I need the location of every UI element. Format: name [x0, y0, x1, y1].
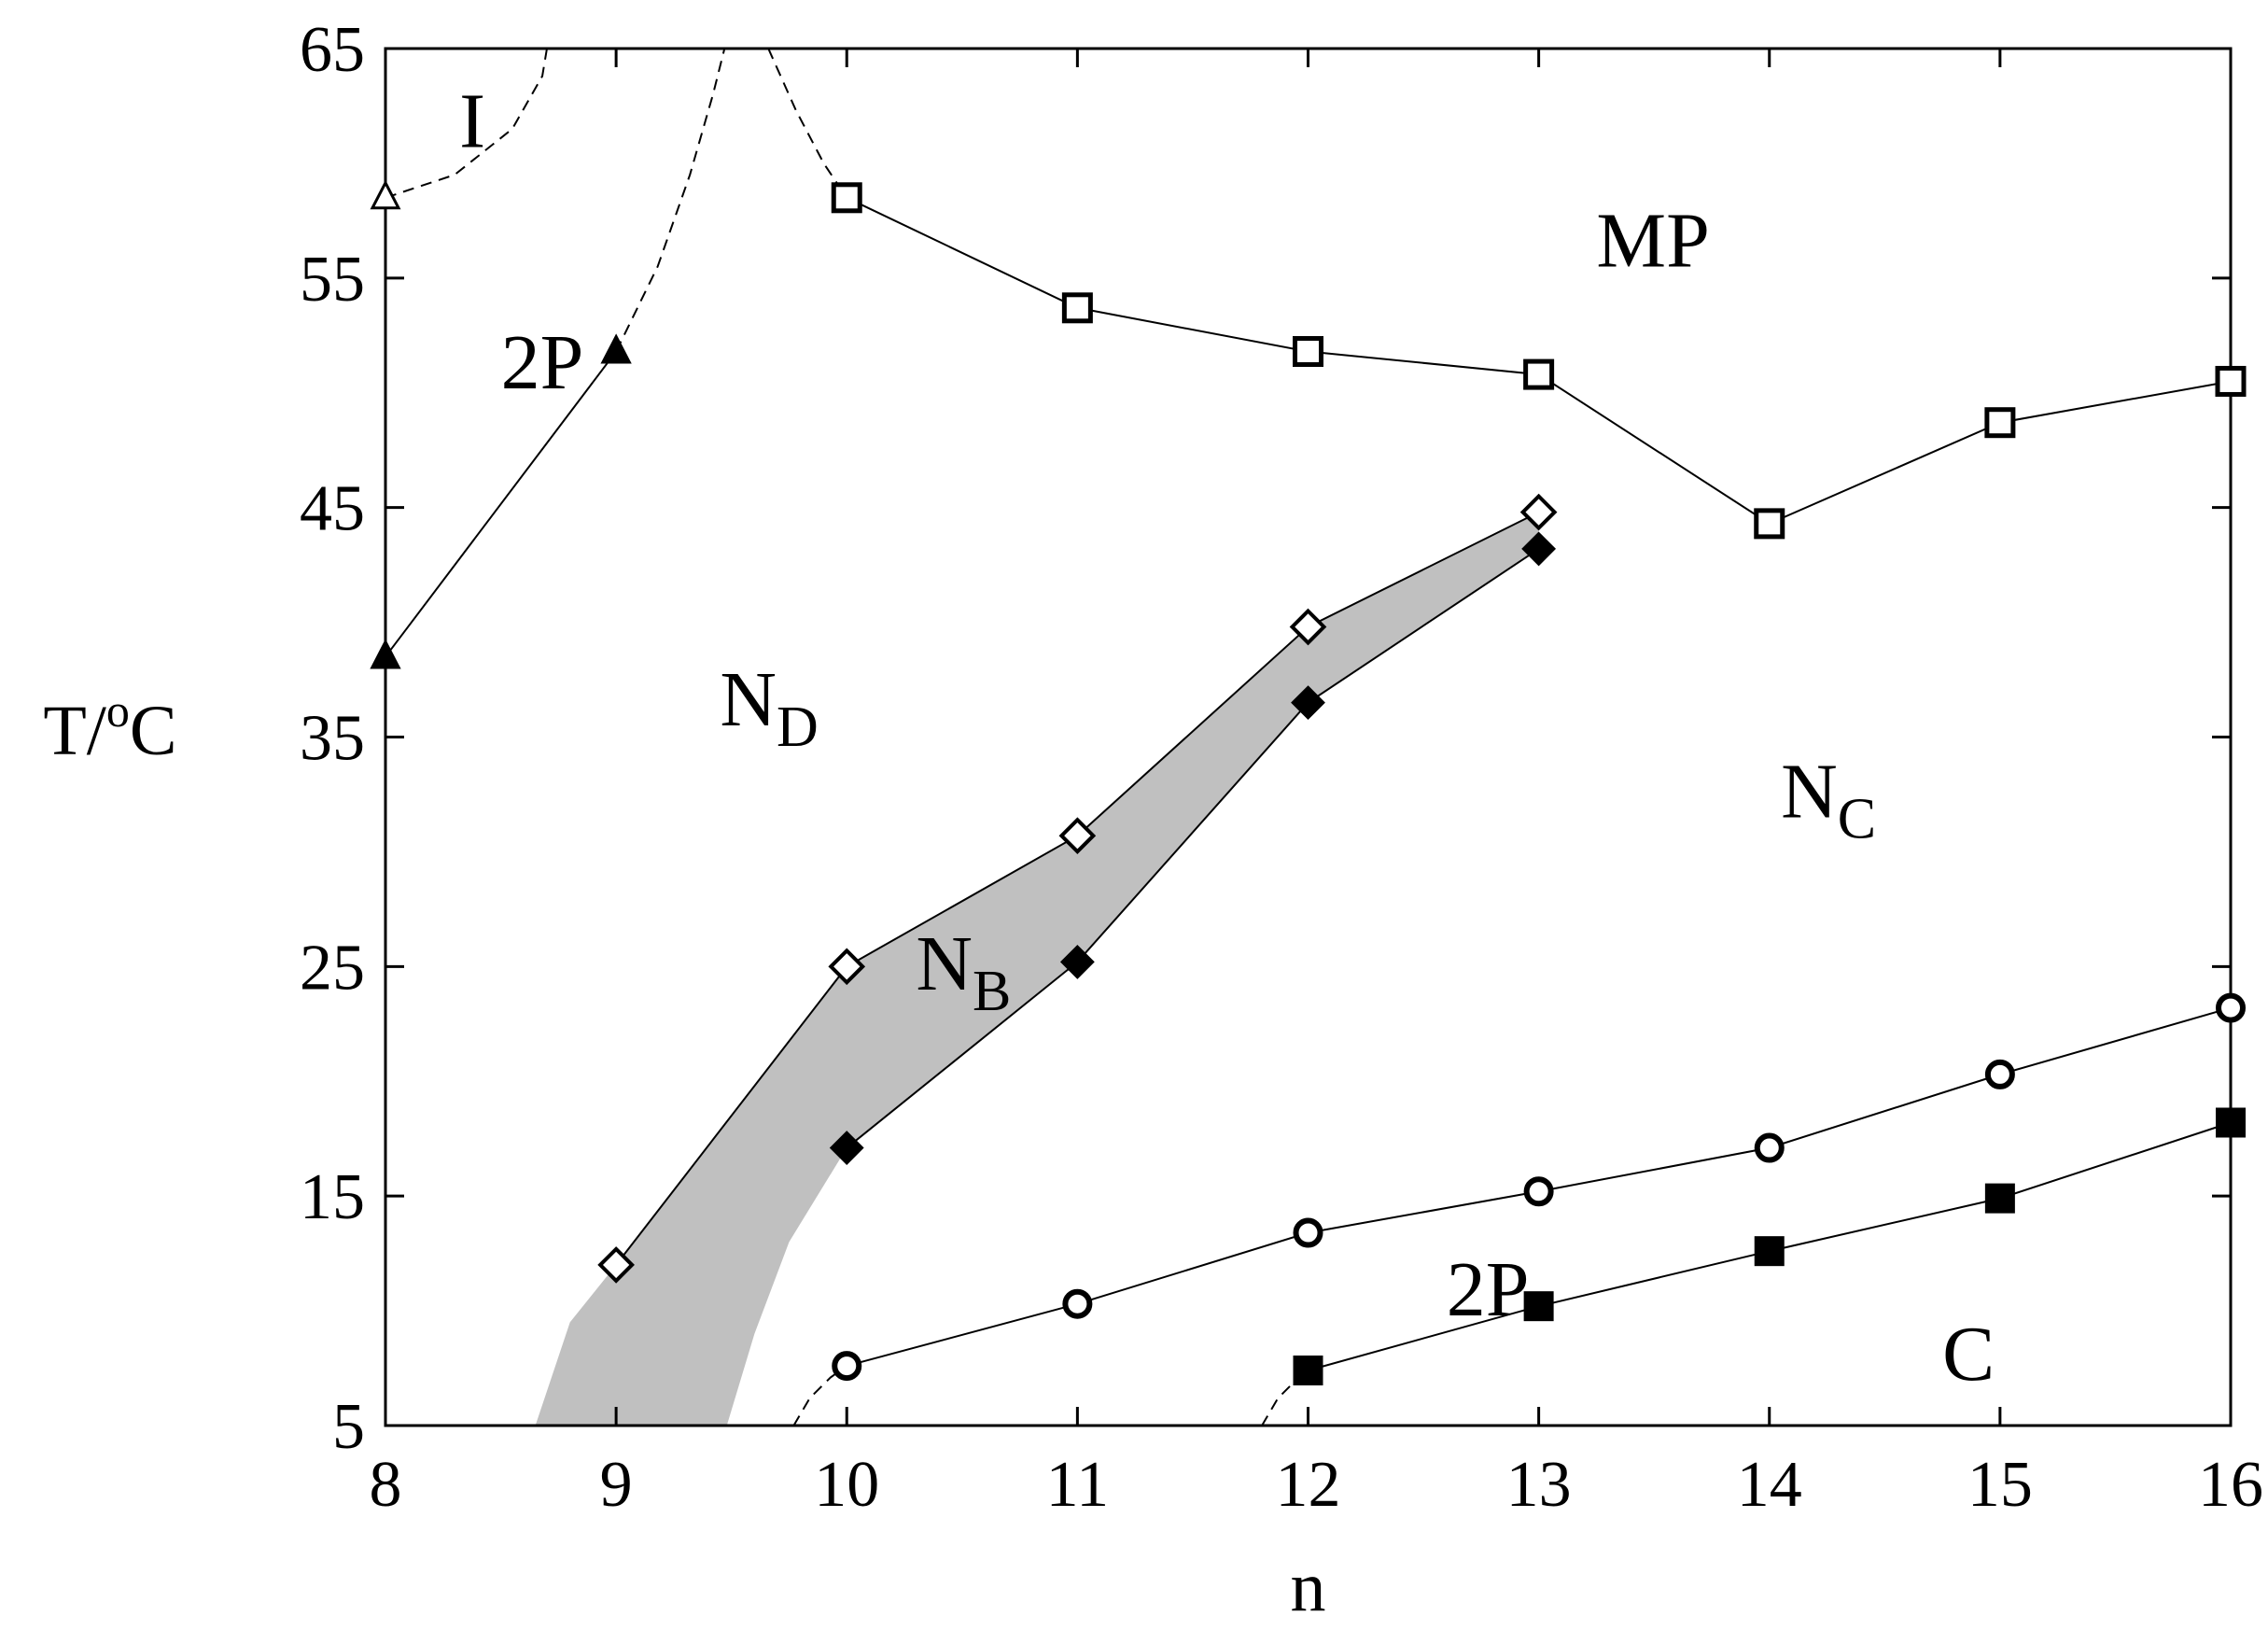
open-circle-marker: [1293, 1217, 1323, 1248]
y-tick-label: 15: [300, 1161, 365, 1233]
open-square-marker: [1293, 336, 1323, 367]
region-label: NB: [916, 920, 1011, 1023]
y-tick-label: 5: [332, 1391, 365, 1463]
region-label: C: [1942, 1311, 1995, 1398]
filled-square-marker: [1754, 1236, 1785, 1267]
region-label-main: MP: [1596, 198, 1709, 285]
filled-triangle-marker: [600, 333, 632, 364]
region-label-main: I: [459, 78, 485, 165]
region-label-main: N: [720, 656, 777, 743]
region-label-subscript: D: [777, 696, 819, 759]
dashed-boundary-layer: [385, 48, 1309, 1426]
open-square-marker: [1523, 358, 1555, 390]
x-tick-label: 16: [2198, 1449, 2263, 1521]
x-tick-label: 10: [814, 1449, 879, 1521]
y-tick-label: 65: [300, 14, 365, 86]
open-circle-marker: [832, 1351, 862, 1382]
y-tick-label: 45: [300, 473, 365, 545]
shaded-region-NB: [535, 512, 1539, 1426]
region-label-main: N: [916, 920, 973, 1007]
y-axis-title-unit: C: [130, 692, 177, 770]
x-tick-label: 11: [1046, 1449, 1109, 1521]
shaded-region-layer: [535, 512, 1539, 1426]
dashed-boundary-4: [792, 1365, 847, 1426]
region-label-main: 2P: [1447, 1246, 1530, 1333]
dashed-boundary-2: [615, 48, 726, 352]
filled-square-marker: [2216, 1107, 2246, 1138]
open-square-marker: [2215, 365, 2247, 397]
series-lines-layer: [385, 196, 2232, 1371]
open-circle-marker: [1984, 1059, 2015, 1089]
open-diamond-marker: [828, 948, 866, 986]
region-label-main: N: [1781, 749, 1838, 836]
open-circle-marker: [1062, 1288, 1093, 1319]
open-square-marker: [831, 182, 862, 214]
filled-triangle-marker: [370, 639, 401, 669]
y-tick-label: 25: [300, 932, 365, 1004]
y-axis-title-superscript: o: [106, 684, 130, 737]
open-square-marker: [1754, 508, 1785, 540]
open-diamond-marker: [1058, 817, 1097, 855]
x-tick-label: 9: [600, 1449, 633, 1521]
region-label: NC: [1781, 749, 1876, 851]
markers-layer: [370, 179, 2247, 1385]
open-square-marker: [1061, 292, 1093, 324]
series-line-filled-triangle: [385, 350, 617, 658]
y-tick-label: 35: [300, 703, 365, 775]
filled-square-marker: [1523, 1291, 1554, 1322]
y-axis-title-main: T/: [43, 692, 106, 770]
x-tick-label: 14: [1737, 1449, 1802, 1521]
filled-diamond-marker: [829, 1131, 864, 1165]
filled-square-marker: [1984, 1183, 2015, 1214]
open-triangle-marker: [370, 179, 401, 210]
x-tick-label: 13: [1506, 1449, 1572, 1521]
filled-square-marker: [1293, 1356, 1323, 1385]
open-circle-marker: [1754, 1132, 1785, 1163]
region-label: 2P: [1447, 1246, 1530, 1333]
filled-diamond-marker: [1059, 945, 1095, 979]
open-circle-marker: [2216, 992, 2246, 1023]
filled-diamond-marker: [1291, 685, 1325, 721]
x-axis-title: n: [1291, 1548, 1326, 1626]
open-square-marker: [1984, 407, 2016, 439]
region-label: ND: [720, 656, 818, 759]
open-diamond-marker: [1289, 608, 1327, 646]
region-label-subscript: B: [973, 960, 1011, 1023]
x-tick-label: 12: [1276, 1449, 1341, 1521]
y-tick-label: 55: [300, 244, 365, 316]
x-tick-label: 8: [370, 1449, 402, 1521]
region-label: MP: [1596, 198, 1709, 285]
series-line-filled-diamond: [846, 548, 1540, 1149]
x-tick-label: 15: [1967, 1449, 2033, 1521]
y-axis-title: T/oC: [43, 684, 176, 770]
region-label: I: [459, 78, 485, 165]
open-diamond-marker: [1519, 493, 1558, 531]
region-label: 2P: [501, 319, 584, 406]
region-label-main: 2P: [501, 319, 584, 406]
region-label-main: C: [1942, 1311, 1995, 1398]
filled-diamond-marker: [1521, 531, 1557, 567]
axis-ticks-layer: 8 9 10 11 12 13 14 15 16 5 15 25 35 45 55 65: [300, 14, 2263, 1521]
region-label-subscript: C: [1838, 788, 1876, 851]
open-circle-marker: [1523, 1176, 1554, 1207]
dashed-boundary-3: [767, 48, 848, 199]
open-diamond-marker: [597, 1246, 635, 1284]
